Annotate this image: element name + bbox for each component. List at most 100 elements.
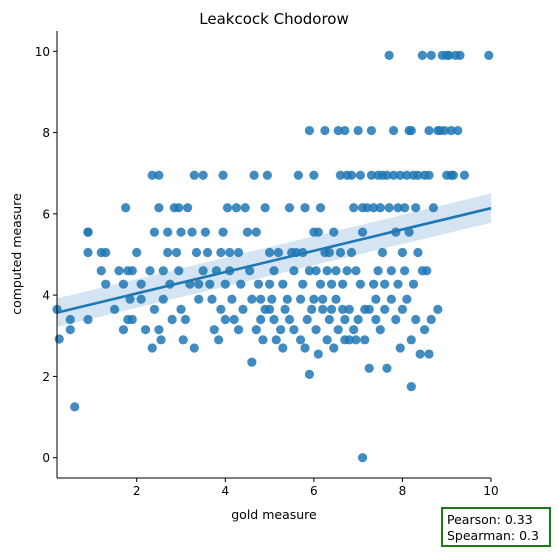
data-point: [118, 279, 129, 289]
data-point: [267, 294, 277, 304]
data-point: [118, 325, 129, 335]
data-point: [83, 314, 93, 325]
data-point: [411, 203, 421, 213]
data-point: [309, 170, 319, 180]
data-point: [417, 50, 427, 60]
data-point: [149, 227, 160, 237]
data-point: [326, 279, 337, 289]
data-point: [149, 304, 160, 314]
data-point: [233, 247, 244, 258]
data-point: [371, 314, 381, 325]
data-point: [320, 125, 330, 136]
data-point: [140, 325, 151, 335]
data-point: [132, 247, 142, 258]
data-point: [298, 279, 308, 289]
data-point: [293, 170, 303, 180]
data-point: [256, 314, 266, 325]
data-point: [411, 314, 421, 325]
data-point: [101, 279, 111, 289]
data-point: [439, 125, 450, 136]
data-point: [428, 203, 439, 213]
data-point: [191, 247, 202, 258]
data-point: [424, 125, 434, 136]
data-point: [187, 227, 197, 237]
data-point: [307, 304, 317, 314]
data-point: [171, 247, 182, 258]
data-point: [174, 203, 184, 213]
data-point: [386, 294, 396, 304]
data-point: [205, 279, 215, 289]
data-point: [362, 203, 372, 213]
data-point: [384, 203, 394, 213]
data-point: [329, 343, 339, 353]
data-point: [269, 314, 279, 325]
data-point: [450, 50, 461, 60]
data-point: [380, 304, 390, 314]
data-point: [216, 247, 226, 258]
data-point: [424, 349, 434, 359]
data-point: [236, 279, 246, 289]
data-point: [302, 314, 312, 325]
data-point: [238, 304, 248, 314]
data-point: [264, 279, 275, 289]
y-tick-label: 4: [42, 289, 50, 303]
data-point: [189, 170, 199, 180]
data-point: [109, 304, 120, 314]
data-point: [402, 294, 412, 304]
data-point: [249, 170, 259, 180]
data-point: [333, 325, 343, 335]
data-point: [346, 247, 357, 258]
data-point: [373, 266, 383, 276]
data-point: [251, 227, 261, 237]
y-tick-label: 6: [42, 207, 50, 221]
data-point: [271, 335, 281, 345]
data-point: [178, 335, 188, 345]
data-point: [408, 279, 419, 289]
data-point: [446, 125, 456, 136]
data-point: [202, 247, 213, 258]
data-point: [198, 170, 208, 180]
data-point: [335, 247, 346, 258]
data-point: [176, 227, 186, 237]
data-point: [315, 279, 326, 289]
y-tick-label: 10: [35, 45, 50, 59]
regression-line: [56, 206, 492, 314]
data-point: [282, 294, 292, 304]
data-point: [353, 125, 363, 136]
data-point: [200, 227, 210, 237]
data-point: [422, 266, 432, 276]
data-point: [453, 125, 463, 136]
data-point: [331, 294, 341, 304]
data-point: [194, 279, 204, 289]
data-point: [218, 170, 228, 180]
data-point: [289, 325, 299, 335]
data-point: [349, 325, 359, 335]
data-point: [295, 294, 306, 304]
data-point: [351, 266, 361, 276]
data-point: [315, 203, 326, 213]
data-point: [406, 381, 416, 392]
data-point: [207, 294, 217, 304]
y-tick-label: 8: [42, 126, 50, 140]
data-point: [415, 349, 425, 359]
data-point: [231, 203, 241, 213]
data-point: [340, 314, 350, 325]
data-point: [366, 170, 377, 180]
data-point: [388, 170, 399, 180]
data-point: [335, 170, 346, 180]
data-point: [382, 363, 392, 373]
data-point: [382, 170, 392, 180]
data-point: [371, 294, 381, 304]
data-point: [300, 343, 310, 353]
data-point: [147, 343, 157, 353]
data-point: [154, 203, 164, 213]
data-point: [393, 279, 403, 289]
data-point: [448, 170, 458, 180]
data-point: [54, 334, 64, 344]
data-point: [324, 247, 334, 258]
data-point: [369, 203, 379, 213]
data-point: [433, 125, 443, 136]
data-point: [158, 294, 168, 304]
data-point: [154, 170, 164, 180]
